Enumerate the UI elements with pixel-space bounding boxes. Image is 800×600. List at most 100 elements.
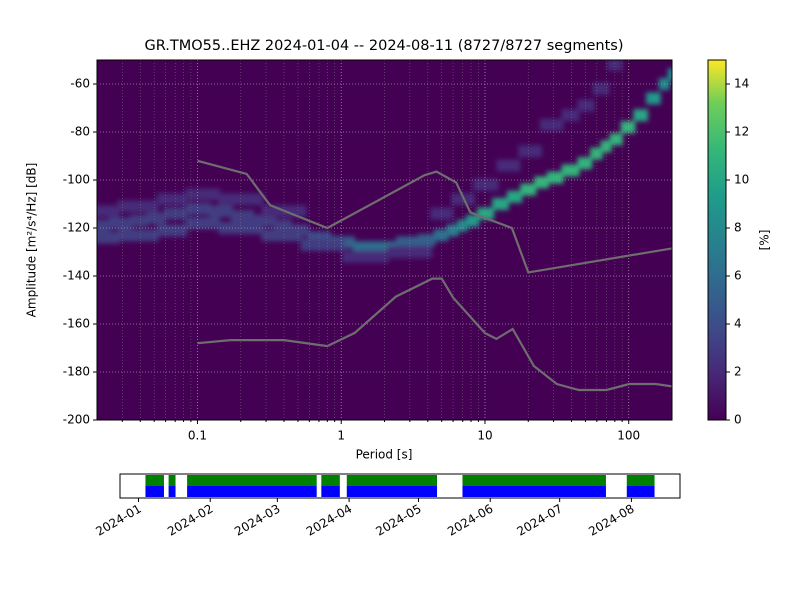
colorbar: [707, 59, 727, 421]
y-tick-label: -160: [63, 317, 90, 331]
x-tick-label: 10: [477, 429, 492, 443]
coverage-top: [346, 475, 438, 486]
density-cell: [156, 193, 188, 206]
y-tick-label: -80: [70, 125, 90, 139]
coverage-bottom: [346, 486, 438, 497]
density-cell: [607, 60, 623, 71]
colorbar-tick-label: 12: [734, 125, 749, 139]
density-cell: [341, 250, 390, 263]
timeline-tick-label: 2024-08: [586, 502, 636, 539]
colorbar-tick-label: 2: [734, 365, 742, 379]
density-cell: [97, 231, 120, 244]
density-cell: [620, 121, 636, 134]
x-axis-label: Period [s]: [356, 448, 413, 462]
timeline-tick-label: 2024-06: [445, 502, 495, 539]
coverage-bottom: [321, 486, 340, 497]
density-cell: [590, 147, 603, 160]
coverage-bottom: [145, 486, 164, 497]
timeline-tick-label: 2024-07: [514, 502, 564, 539]
y-axis-label: Amplitude [m²/s⁴/Hz] [dB]: [25, 163, 39, 318]
density-cell: [506, 190, 523, 203]
coverage-bottom: [626, 486, 655, 497]
coverage-top: [321, 475, 340, 486]
density-cell: [156, 224, 188, 237]
y-tick-label: -120: [63, 221, 90, 235]
noise-model-line: [197, 159, 672, 274]
y-tick-label: -60: [70, 77, 90, 91]
density-cell: [130, 214, 149, 227]
density-cell: [230, 210, 255, 222]
density-cell: [465, 214, 480, 227]
timeline-tick-label: 2024-05: [373, 502, 423, 539]
colorbar-tick-label: 14: [734, 77, 749, 91]
coverage-top: [168, 475, 176, 486]
timeline-tick-label: 2024-04: [304, 502, 354, 539]
density-cell: [561, 109, 580, 122]
density-cell: [472, 178, 499, 191]
timeline-tick-label: 2024-02: [165, 502, 215, 539]
colorbar-tick-label: 10: [734, 173, 749, 187]
axes: 0.1 1 10 100 -200 -180 -160 -140 -120 -100 -80 -60: [63, 77, 640, 443]
density-cell: [534, 176, 549, 189]
density-cell: [218, 193, 264, 206]
density-cell: [492, 198, 509, 210]
coverage-top: [626, 475, 655, 486]
timeline-tick-label: 2024-03: [232, 502, 282, 539]
x-tick-label: 0.1: [188, 429, 207, 443]
density-cell: [592, 82, 610, 95]
density-cell: [609, 133, 623, 146]
x-tick-label: 100: [617, 429, 640, 443]
density-cell: [633, 109, 649, 122]
coverage-bottom: [462, 486, 606, 497]
colorbar-tick-label: 4: [734, 317, 742, 331]
coverage-bottom: [168, 486, 176, 497]
density-cell: [600, 140, 612, 153]
density-cell: [546, 171, 564, 184]
noise-models: [197, 159, 672, 392]
density-cell: [433, 229, 449, 242]
density-cell: [518, 145, 542, 158]
density-cell: [108, 217, 133, 230]
density-cell: [446, 224, 459, 237]
density-cell: [185, 202, 212, 215]
density-cell: [417, 234, 436, 246]
colorbar-label: [%]: [758, 230, 772, 251]
density-cell: [209, 205, 233, 218]
density-cell: [163, 207, 188, 220]
density-cell: [496, 159, 521, 172]
density-cell: [300, 238, 344, 251]
coverage-top: [187, 475, 317, 486]
timeline-tick-label: 2024-01: [93, 502, 143, 539]
colorbar-tick-label: 0: [734, 413, 742, 427]
coverage-top: [462, 475, 606, 486]
density-cell: [97, 205, 120, 218]
grid: [97, 60, 672, 420]
colorbar-tick-label: 8: [734, 221, 742, 235]
y-tick-label: -180: [63, 365, 90, 379]
coverage-top: [145, 475, 164, 486]
colorbar-tick-label: 6: [734, 269, 742, 283]
chart-title: GR.TMO55..EHZ 2024-01-04 -- 2024-08-11 (…: [144, 38, 623, 54]
density-cell: [352, 241, 377, 254]
density-cell: [146, 212, 166, 225]
density-cell: [97, 219, 111, 232]
density-cell: [396, 236, 420, 249]
coverage-bottom: [187, 486, 317, 497]
noise-model-line: [197, 277, 672, 392]
density-cell: [456, 219, 468, 232]
density-cell: [646, 92, 661, 105]
x-tick-label: 1: [337, 429, 345, 443]
density-cell: [561, 164, 580, 177]
y-tick-label: -100: [63, 173, 90, 187]
density-cell: [539, 118, 564, 131]
density-cell: [117, 229, 159, 242]
colorbar-axis: 0 2 4 6 8 10 12 14: [726, 77, 749, 427]
density-cell: [117, 200, 159, 213]
density-cell: [185, 217, 221, 230]
density-cell: [667, 68, 672, 81]
density-cell: [185, 188, 221, 201]
y-tick-label: -140: [63, 269, 90, 283]
density-cell: [577, 99, 595, 112]
density-cell: [577, 157, 593, 170]
